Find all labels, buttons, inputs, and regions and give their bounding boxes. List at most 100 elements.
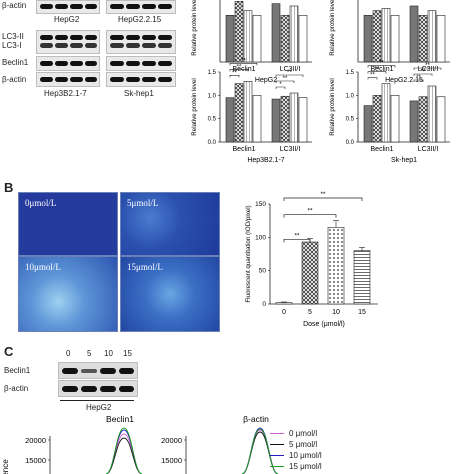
significance-bracket	[413, 73, 433, 76]
significance-bracket	[283, 214, 337, 218]
cell-line-label-c: HepG2	[86, 403, 112, 412]
significance-bracket	[275, 80, 295, 83]
bar-dose-15	[353, 250, 371, 305]
profile-curve-beclin1-2	[105, 429, 143, 474]
bar-lc3iii-1	[418, 15, 428, 63]
significance-bracket	[283, 238, 311, 243]
significance-label: **	[307, 208, 313, 215]
bar-beclin1-2	[243, 81, 253, 143]
significance-label: **	[283, 76, 288, 82]
bar-beclin1-0	[363, 15, 373, 63]
significance-bracket	[367, 71, 387, 74]
significance-bracket	[275, 74, 304, 77]
significance-label: **	[375, 67, 380, 73]
cell-line-label-skhep1: Sk-hep1	[124, 89, 154, 98]
bar-dose-10	[327, 227, 345, 305]
microscopy-label-5: 5μmol/L	[127, 198, 159, 208]
significance-bracket	[229, 63, 258, 66]
blot-label-beta-actin-top: β-actin	[2, 1, 27, 10]
blot-lc3-skhep1	[106, 30, 176, 54]
bar-beclin1-1	[372, 10, 382, 63]
x-tick-label: 15	[358, 309, 366, 316]
profile-y-tick-label: 15000	[25, 456, 46, 465]
bar-beclin1-3	[390, 95, 400, 143]
y-tick-label: 0.5	[208, 117, 217, 123]
blot-c-beta-actin	[58, 380, 138, 397]
profile-title-beta-actin: β-actin	[243, 414, 269, 424]
significance-bracket	[367, 65, 396, 68]
cell-line-label-hepg2: HepG2	[54, 15, 80, 24]
bar-lc3iii-0	[271, 3, 281, 63]
x-tick-label: LC3II/I	[280, 146, 301, 153]
significance-label: *	[279, 82, 282, 88]
bar-beclin1-3	[252, 15, 262, 63]
profile-y-label: scence	[1, 459, 10, 474]
y-tick-label: 1.5	[346, 70, 355, 76]
significance-label: **	[425, 63, 430, 69]
significance-bracket	[229, 69, 249, 72]
y-tick-label: 0.0	[346, 140, 355, 146]
blot-label-lc3-i: LC3-I	[2, 41, 22, 50]
bar-chart-hep3b: Relative protein level 0.0 0.5 1.0 1.5 Beclin…	[191, 58, 312, 164]
blot-beta-actin-hepg2215-top	[106, 0, 176, 14]
blot-c-beclin1	[58, 362, 138, 379]
cell-line-label-hep3b: Hep3B2.1-7	[44, 89, 87, 98]
significance-bracket	[413, 67, 442, 70]
dose-label-5: 5	[87, 349, 92, 358]
bar-lc3iii-0	[409, 100, 419, 143]
blot-beclin1-skhep1	[106, 56, 176, 71]
legend-item: 15 μmol/l	[270, 461, 322, 471]
profile-curve-beclin1-3	[105, 427, 143, 474]
bar-beclin1-2	[243, 10, 253, 63]
bar-beclin1-1	[234, 83, 244, 143]
microscopy-image-5: 5μmol/L	[120, 192, 220, 256]
blot-label-lc3-ii: LC3-II	[2, 32, 24, 41]
significance-label: **	[379, 61, 384, 67]
microscopy-image-0: 0μmol/L	[18, 192, 118, 256]
bar-lc3iii-2	[289, 92, 299, 143]
x-tick-label: 5	[308, 309, 312, 316]
dose-label-15: 15	[123, 349, 132, 358]
bar-lc3iii-0	[271, 98, 281, 143]
panel-letter-c: C	[4, 344, 14, 359]
y-tick-label: 0	[262, 301, 266, 308]
blot-beta-actin-skhep1	[106, 72, 176, 87]
bar-dose-5	[301, 241, 319, 305]
legend-label: 5 μmol/l	[289, 439, 318, 449]
dose-label-10: 10	[104, 349, 113, 358]
legend-item: 10 μmol/l	[270, 450, 322, 460]
y-axis-label: Relative protein level	[329, 78, 336, 135]
legend-swatch	[270, 432, 284, 434]
profile-y-tick-label: 15000	[161, 456, 182, 465]
bar-chart-skhep1: Relative protein level 0.0 0.5 1.0 1.5 Beclin…	[329, 61, 450, 164]
dose-label-0: 0	[66, 349, 71, 358]
bar-lc3iii-3	[436, 96, 446, 143]
y-tick-label: 50	[259, 268, 267, 275]
significance-label: **	[416, 75, 421, 81]
chart-title: HepG2.2.15	[385, 77, 423, 84]
bar-beclin1-0	[225, 97, 235, 143]
bar-beclin1-3	[390, 15, 400, 63]
bar-beclin1-2	[381, 83, 391, 143]
significance-label: **	[320, 191, 326, 198]
legend-label: 10 μmol/l	[289, 450, 322, 460]
bar-beclin1-0	[363, 105, 373, 143]
microscopy-image-10: 10μmol/L	[18, 256, 118, 332]
bar-lc3iii-1	[280, 15, 290, 63]
bar-lc3iii-0	[409, 5, 419, 63]
blot-lc3-hep3b	[36, 30, 100, 54]
significance-label: **	[294, 232, 300, 239]
significance-bracket	[413, 79, 424, 82]
x-axis-label: Dose (μmol/l)	[303, 321, 345, 328]
significance-label: **	[421, 69, 426, 75]
bar-lc3iii-3	[298, 15, 308, 63]
chart-title: Sk-hep1	[391, 157, 417, 164]
x-tick-label: Beclin1	[233, 146, 256, 153]
microscopy-image-15: 15μmol/L	[120, 256, 220, 332]
microscopy-label-0: 0μmol/L	[25, 198, 57, 208]
y-tick-label: 0.5	[346, 117, 355, 123]
row-label-beclin1: Beclin1	[4, 366, 31, 375]
blot-beclin1-hep3b	[36, 56, 100, 71]
